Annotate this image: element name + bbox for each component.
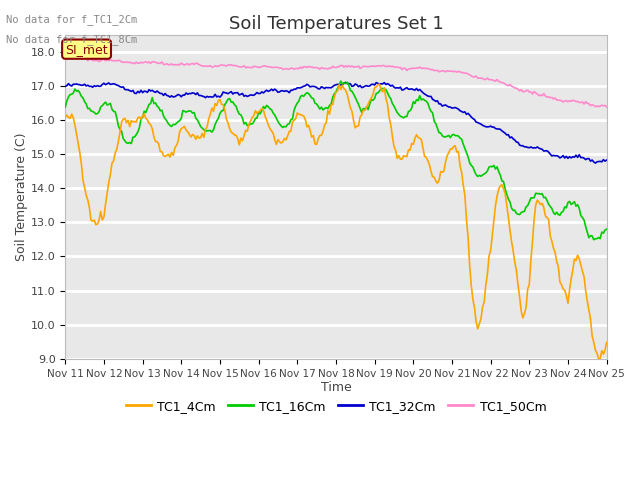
X-axis label: Time: Time xyxy=(321,382,351,395)
Legend: TC1_4Cm, TC1_16Cm, TC1_32Cm, TC1_50Cm: TC1_4Cm, TC1_16Cm, TC1_32Cm, TC1_50Cm xyxy=(120,395,552,418)
Title: Soil Temperatures Set 1: Soil Temperatures Set 1 xyxy=(228,15,444,33)
Y-axis label: Soil Temperature (C): Soil Temperature (C) xyxy=(15,132,28,261)
Text: No data for f_TC1_2Cm: No data for f_TC1_2Cm xyxy=(6,14,138,25)
Text: No data for f_TC1_8Cm: No data for f_TC1_8Cm xyxy=(6,34,138,45)
Text: SI_met: SI_met xyxy=(65,43,108,56)
